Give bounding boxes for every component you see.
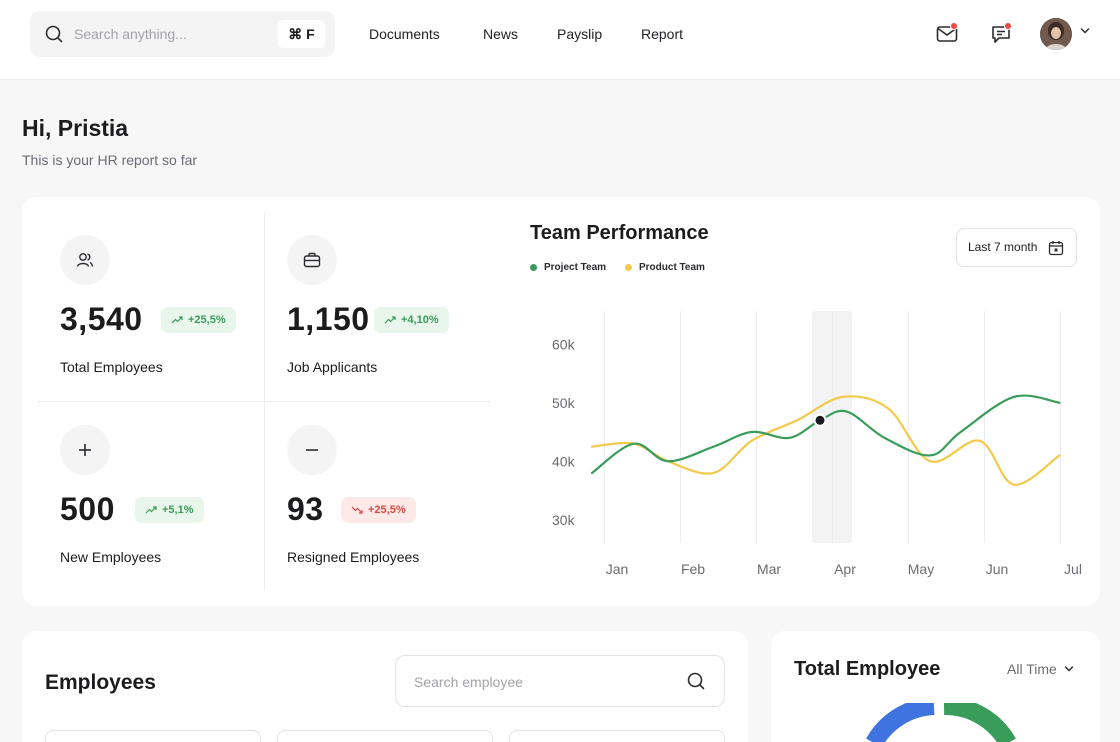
stat-job-applicants: 1,150 +4,10% Job Applicants [249,197,476,387]
employee-search-input[interactable]: Search employee [395,655,725,707]
y-tick-label: 30k [552,512,576,528]
nav-report[interactable]: Report [641,26,684,42]
search-icon [687,672,705,690]
y-tick-label: 60k [552,336,576,352]
x-tick-label: Jun [986,561,1009,577]
chevron-down-icon [1064,666,1074,672]
employees-title: Employees [45,671,156,694]
nav-payslip[interactable]: Payslip [557,26,603,42]
legend-dot [625,264,632,271]
team-performance-chart: 60k 50k 40k 30k Jan Feb Mar Apr May Jun Jul [552,311,1082,577]
legend-dot [530,264,537,271]
stat-resigned-employees: 93 +25,5% Resigned Employees [249,387,476,577]
x-tick-label: Apr [834,561,856,577]
data-point-marker [813,413,827,427]
x-tick-label: Jan [606,561,629,577]
global-search[interactable]: Search anything... ⌘ F [30,11,335,57]
stat-label: Resigned Employees [287,549,420,565]
trend-badge-up: +4,10% [374,307,449,333]
time-filter-select[interactable]: All Time [1007,661,1074,677]
chat-notification-dot [1004,22,1012,30]
y-tick-label: 40k [552,453,576,469]
mail-icon [936,26,958,42]
stat-value: 93 [287,491,324,527]
legend-label: Project Team [544,262,607,273]
trend-up-icon [145,506,157,514]
messages-button[interactable] [989,22,1015,48]
stat-change: +25,5% [368,504,406,516]
trend-badge-down: +25,5% [341,497,416,523]
stat-total-employees: 3,540 +25,5% Total Employees [22,197,249,387]
stat-value: 3,540 [60,301,143,337]
legend-item-project-team: Project Team [530,262,606,273]
date-range-label: Last 7 month [968,240,1038,254]
trend-badge-up: +25,5% [161,307,236,333]
date-range-select[interactable]: Last 7 month [956,228,1077,267]
x-tick-label: Jul [1064,561,1082,577]
total-employee-title: Total Employee [794,658,941,680]
employee-tile[interactable] [277,730,493,742]
stat-new-employees: 500 +5,1% New Employees [22,387,249,577]
legend-item-product-team: Product Team [625,262,705,273]
stat-label: New Employees [60,549,162,565]
employee-search-placeholder: Search employee [414,674,523,690]
stat-change: +5,1% [162,504,194,516]
stat-label: Job Applicants [287,359,378,375]
page-title: Hi, Pristia [22,115,129,141]
mail-button[interactable] [935,22,961,48]
search-placeholder: Search anything... [74,26,187,42]
stat-value: 1,150 [287,301,370,337]
users-icon [60,235,110,285]
total-employee-donut-chart [866,703,1016,742]
stat-change: +25,5% [188,314,226,326]
search-icon [45,25,63,43]
stat-value: 500 [60,491,115,527]
stat-label: Total Employees [60,359,163,375]
overview-card: 3,540 +25,5% Total Employees 1,150 +4,10… [22,197,1100,606]
legend-label: Product Team [639,262,705,273]
calendar-icon [1048,241,1064,256]
page-subtitle: This is your HR report so far [22,152,198,168]
x-tick-label: Mar [757,561,781,577]
trend-up-icon [171,316,183,324]
divider [37,401,491,402]
mail-notification-dot [950,22,958,30]
plus-icon [60,425,110,475]
user-avatar-icon [1040,18,1072,50]
nav-documents[interactable]: Documents [369,26,440,42]
donut-segment-green [943,703,1016,742]
briefcase-icon [287,235,337,285]
minus-icon [287,425,337,475]
stat-change: +4,10% [401,314,439,326]
donut-segment-blue [866,703,935,742]
search-shortcut: ⌘ F [278,20,325,48]
nav-news[interactable]: News [483,26,519,42]
total-employee-card: Total Employee All Time [771,631,1100,742]
x-tick-label: May [908,561,934,577]
x-tick-label: Feb [681,561,705,577]
employee-tile[interactable] [45,730,261,742]
top-bar: Search anything... ⌘ F Documents News Pa… [0,0,1120,80]
chevron-down-icon[interactable] [1080,27,1090,35]
avatar[interactable] [1040,18,1072,50]
employee-tile[interactable] [509,730,725,742]
trend-badge-up: +5,1% [135,497,204,523]
time-filter-label: All Time [1007,661,1057,677]
trend-down-icon [351,506,363,514]
trend-up-icon [384,316,396,324]
chart-title: Team Performance [530,222,709,244]
y-tick-label: 50k [552,395,576,411]
employees-card: Employees Search employee [22,631,748,742]
